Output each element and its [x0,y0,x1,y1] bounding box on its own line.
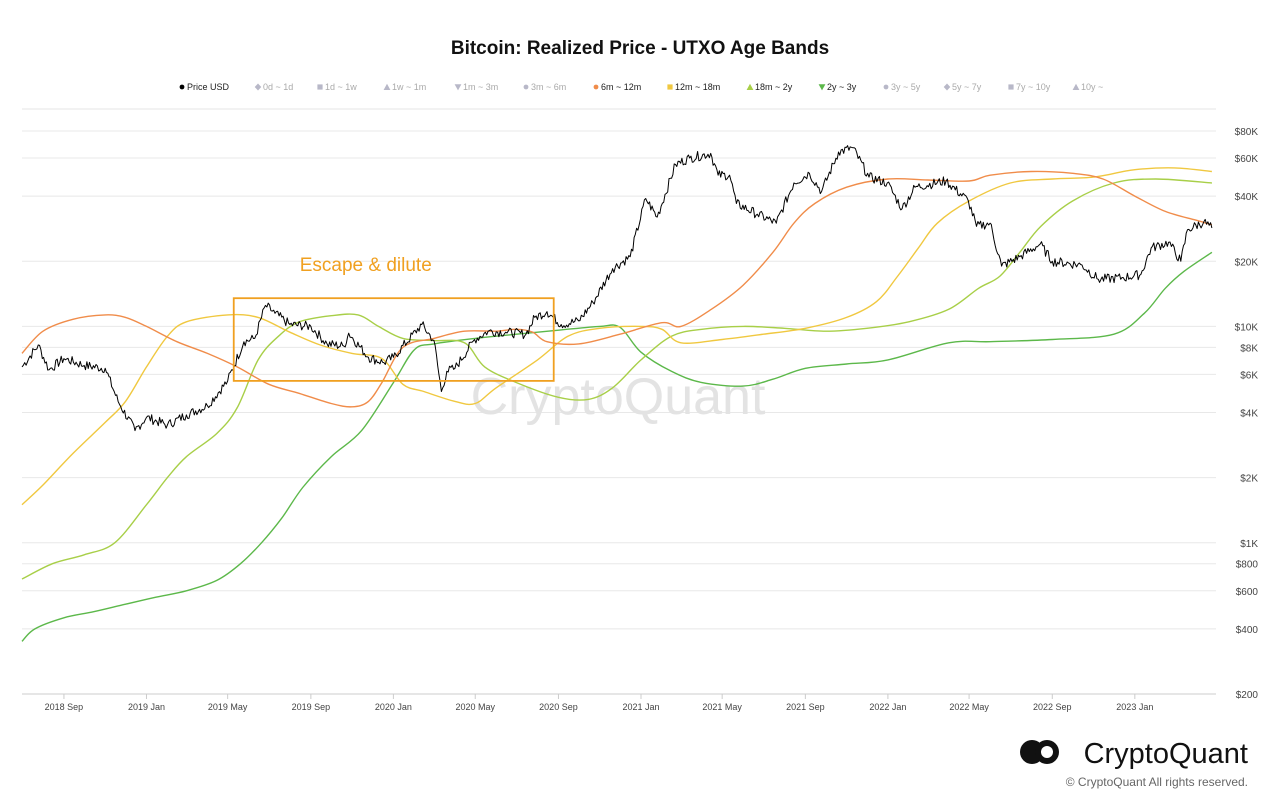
y-tick-label: $200 [1236,690,1259,701]
series-line-6m-12m [21,170,1213,408]
legend-marker [667,84,673,90]
x-tick-label: 2021 Jan [622,702,659,712]
series-line-12m-18m [21,167,1212,506]
x-tick-label: 2018 Sep [45,702,84,712]
copyright: © CryptoQuant All rights reserved. [1066,775,1248,789]
y-tick-label: $60K [1235,154,1259,165]
x-tick-label: 2019 Jan [128,702,165,712]
legend-marker [593,84,599,90]
watermark: CryptoQuant [471,368,766,426]
legend-label: 1m ~ 3m [463,82,498,92]
legend-label: 5y ~ 7y [952,82,982,92]
legend-marker [179,84,185,90]
legend-item[interactable]: 3y ~ 5y [883,82,921,92]
y-tick-label: $1K [1240,539,1258,550]
y-tick-label: $20K [1235,257,1259,268]
x-tick-label: 2020 May [455,702,495,712]
legend-item[interactable]: 5y ~ 7y [943,82,982,92]
y-axis: $80K $60K $40K $20K $10K $8K $6K $4K $2K $1K $800 $… [1235,127,1259,701]
x-axis: 2018 Sep 2019 Jan 2019 May 2019 Sep 2020 Jan… [45,694,1153,712]
annotation-box [232,297,555,382]
legend-marker [523,84,529,90]
legend-label: 1d ~ 1w [325,82,357,92]
legend-marker [454,84,462,91]
legend-item[interactable]: 7y ~ 10y [1008,82,1051,92]
legend-marker [883,84,889,90]
brand: CryptoQuant © CryptoQuant All rights res… [1020,738,1248,789]
legend-marker [943,83,951,91]
y-tick-label: $600 [1236,587,1259,598]
annotation-layer: Escape & dilute [232,255,555,382]
legend-label: Price USD [187,82,230,92]
y-tick-label: $80K [1235,127,1259,138]
legend-label: 10y ~ [1081,82,1103,92]
legend-marker [746,83,754,90]
legend-item[interactable]: 3m ~ 6m [523,82,567,92]
legend-item[interactable]: 1m ~ 3m [454,82,499,92]
x-tick-label: 2020 Jan [375,702,412,712]
legend-marker [1008,84,1014,90]
legend-label: 3y ~ 5y [891,82,921,92]
series-line-18m-2y [21,178,1212,580]
legend-marker [254,83,262,91]
legend-label: 7y ~ 10y [1016,82,1051,92]
legend-item[interactable]: 18m ~ 2y [746,82,793,92]
legend: Price USD 0d ~ 1d 1d ~ 1w 1w ~ 1m 1m ~ 3m 3m … [179,82,1104,92]
x-tick-label: 2023 Jan [1116,702,1153,712]
y-tick-label: $2K [1240,474,1258,485]
legend-label: 1w ~ 1m [392,82,426,92]
legend-item[interactable]: 10y ~ [1072,82,1104,92]
y-tick-label: $800 [1236,560,1259,571]
legend-label: 12m ~ 18m [675,82,720,92]
legend-item[interactable]: 2y ~ 3y [818,82,857,92]
legend-item[interactable]: 6m ~ 12m [593,82,642,92]
legend-item[interactable]: 0d ~ 1d [254,82,294,92]
legend-item[interactable]: 12m ~ 18m [667,82,720,92]
brand-logo-inner [1041,746,1053,758]
x-tick-label: 2021 May [702,702,742,712]
legend-item[interactable]: 1d ~ 1w [317,82,357,92]
y-tick-label: $6K [1240,370,1258,381]
legend-label: 0d ~ 1d [263,82,293,92]
legend-marker [383,83,391,90]
series-line-price-usd [21,145,1213,432]
legend-item[interactable]: Price USD [179,82,230,92]
legend-marker [1072,83,1080,90]
chart-title: Bitcoin: Realized Price - UTXO Age Bands [451,38,829,59]
brand-name: CryptoQuant [1084,738,1248,770]
legend-label: 2y ~ 3y [827,82,857,92]
y-tick-label: $8K [1240,343,1258,354]
legend-label: 18m ~ 2y [755,82,793,92]
x-tick-label: 2019 Sep [292,702,331,712]
legend-item[interactable]: 1w ~ 1m [383,82,427,92]
annotation-label: Escape & dilute [300,255,432,276]
legend-label: 3m ~ 6m [531,82,566,92]
x-tick-label: 2019 May [208,702,248,712]
y-tick-label: $40K [1235,192,1259,203]
y-tick-label: $4K [1240,409,1258,420]
series-line-2y-3y [21,251,1213,642]
x-tick-label: 2021 Sep [786,702,825,712]
x-tick-label: 2022 May [949,702,989,712]
legend-label: 6m ~ 12m [601,82,641,92]
legend-marker [818,84,826,91]
y-tick-label: $400 [1236,625,1259,636]
x-tick-label: 2022 Jan [869,702,906,712]
y-tick-label: $10K [1235,322,1259,333]
legend-marker [317,84,323,90]
x-tick-label: 2020 Sep [539,702,578,712]
x-tick-label: 2022 Sep [1033,702,1072,712]
